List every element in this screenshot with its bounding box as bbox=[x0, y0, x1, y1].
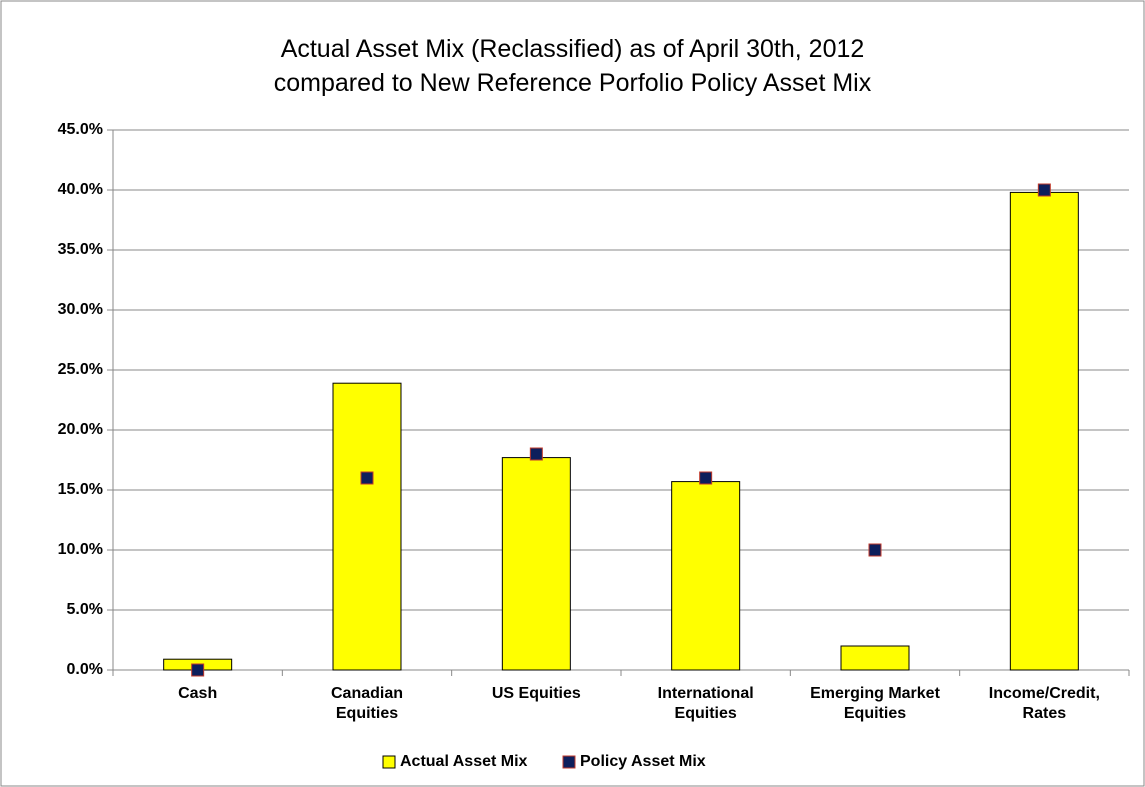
marker bbox=[529, 447, 543, 461]
bar bbox=[671, 481, 741, 671]
x-tick-label: Cash bbox=[178, 685, 218, 702]
y-tick-label: 15.0% bbox=[57, 481, 103, 498]
chart-title: Actual Asset Mix (Reclassified) as of Ap… bbox=[273, 35, 872, 97]
marker bbox=[1037, 183, 1051, 197]
marker bbox=[360, 471, 374, 485]
x-tick-label: Emerging Market Equities bbox=[810, 685, 940, 722]
bar bbox=[1009, 191, 1079, 671]
legend-label: Policy Asset Mix bbox=[580, 753, 706, 770]
x-tick-label: US Equities bbox=[491, 685, 581, 702]
y-tick-label: 35.0% bbox=[57, 241, 103, 258]
y-tick-label: 0.0% bbox=[66, 661, 103, 678]
y-tick-label: 5.0% bbox=[66, 601, 103, 618]
legend-swatch bbox=[562, 755, 576, 769]
marker bbox=[868, 543, 882, 557]
y-tick-label: 40.0% bbox=[57, 181, 103, 198]
bar bbox=[332, 382, 402, 671]
x-tick-label: Canadian Equities bbox=[330, 685, 403, 722]
x-tick-label: International Equities bbox=[657, 685, 754, 722]
y-tick-label: 10.0% bbox=[57, 541, 103, 558]
bar bbox=[840, 645, 910, 671]
marker bbox=[191, 663, 205, 677]
y-tick-label: 45.0% bbox=[57, 121, 103, 138]
legend-swatch bbox=[382, 755, 396, 769]
marker bbox=[699, 471, 713, 485]
x-tick-label: Income/Credit, Rates bbox=[988, 685, 1100, 722]
y-tick-label: 30.0% bbox=[57, 301, 103, 318]
y-tick-label: 25.0% bbox=[57, 361, 103, 378]
bar bbox=[501, 457, 571, 671]
legend-label: Actual Asset Mix bbox=[400, 753, 528, 770]
y-tick-label: 20.0% bbox=[57, 421, 103, 438]
